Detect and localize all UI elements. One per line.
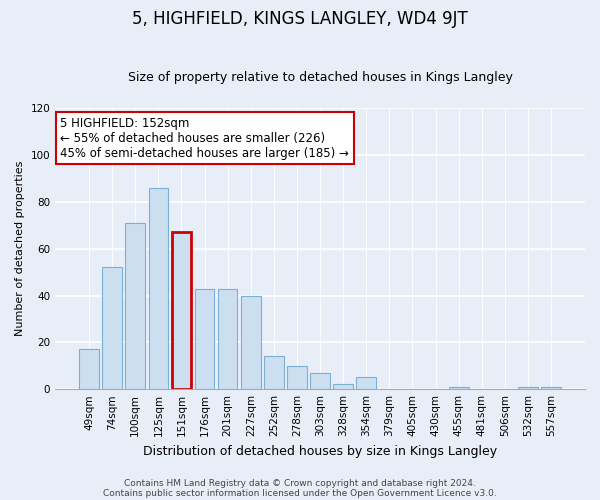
Bar (541, 387, 561, 389)
Bar (334, 384, 353, 389)
Text: Contains public sector information licensed under the Open Government Licence v3: Contains public sector information licen… (103, 488, 497, 498)
Text: 5, HIGHFIELD, KINGS LANGLEY, WD4 9JT: 5, HIGHFIELD, KINGS LANGLEY, WD4 9JT (132, 10, 468, 28)
Text: 5 HIGHFIELD: 152sqm
← 55% of detached houses are smaller (226)
45% of semi-detac: 5 HIGHFIELD: 152sqm ← 55% of detached ho… (61, 116, 349, 160)
X-axis label: Distribution of detached houses by size in Kings Langley: Distribution of detached houses by size … (143, 444, 497, 458)
Bar (103, 268, 122, 389)
Title: Size of property relative to detached houses in Kings Langley: Size of property relative to detached ho… (128, 70, 512, 84)
Bar (449, 387, 469, 389)
Bar (125, 223, 145, 389)
Bar (287, 366, 307, 389)
Bar (241, 296, 260, 389)
Bar (264, 356, 284, 389)
Bar (79, 350, 99, 389)
Text: Contains HM Land Registry data © Crown copyright and database right 2024.: Contains HM Land Registry data © Crown c… (124, 478, 476, 488)
Bar (195, 288, 214, 389)
Y-axis label: Number of detached properties: Number of detached properties (15, 161, 25, 336)
Bar (518, 387, 538, 389)
Bar (172, 232, 191, 389)
Bar (149, 188, 168, 389)
Bar (356, 378, 376, 389)
Bar (218, 288, 238, 389)
Bar (310, 373, 330, 389)
